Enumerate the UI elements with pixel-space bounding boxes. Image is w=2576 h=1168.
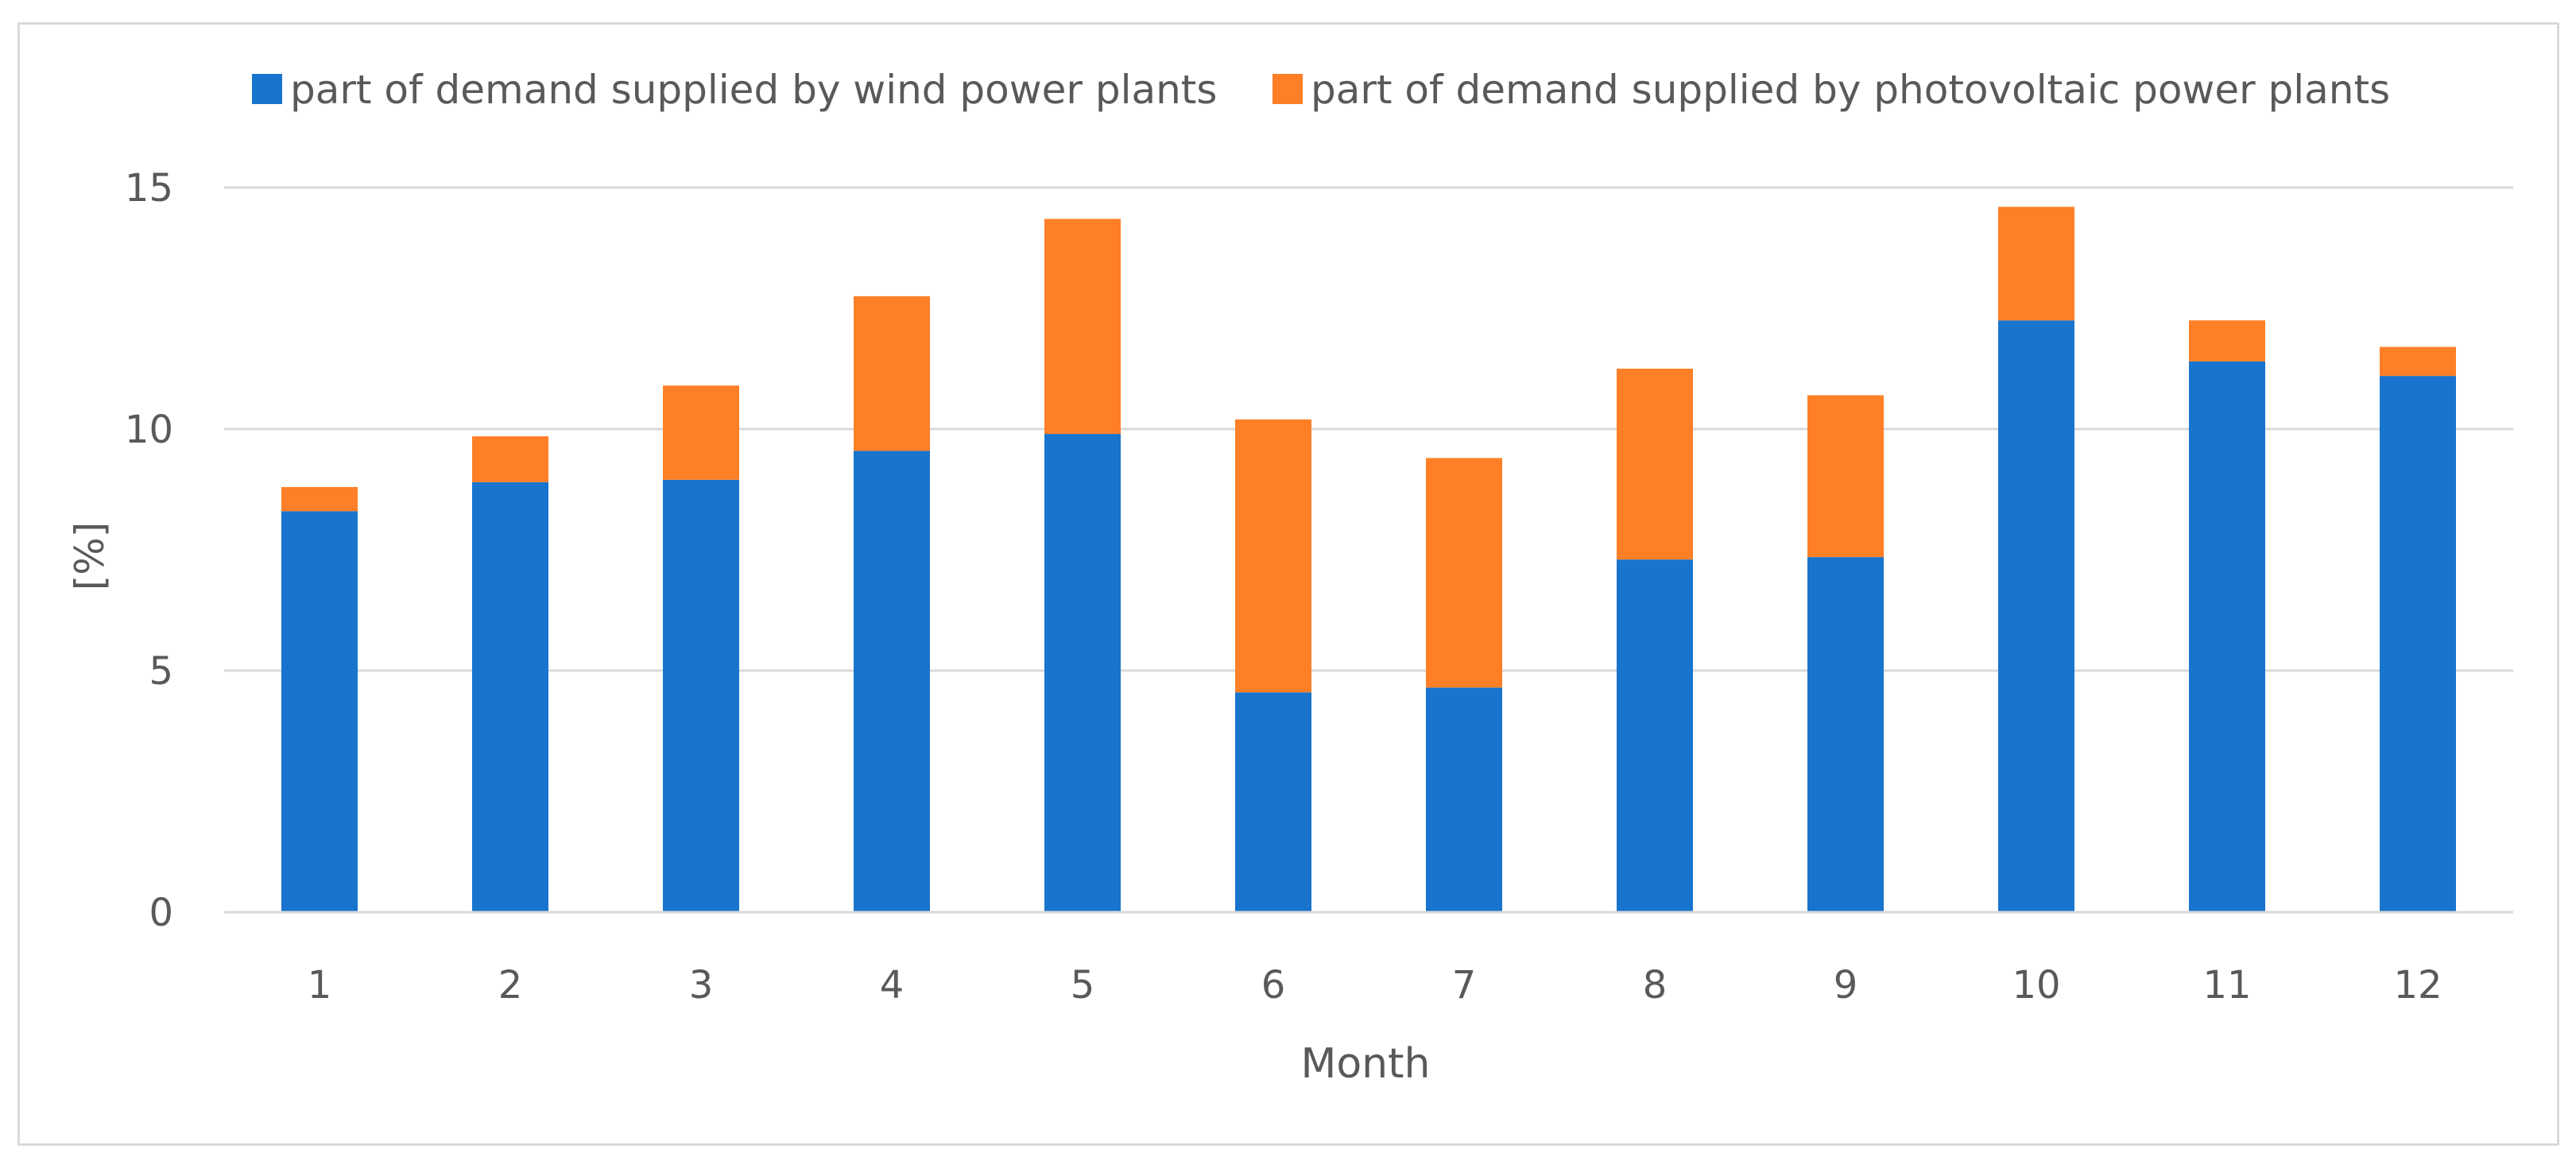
bar-wind-month-4 — [854, 451, 930, 912]
bar-photovoltaic-month-5 — [1044, 219, 1121, 435]
bar-photovoltaic-month-2 — [472, 436, 548, 482]
y-tick-label: 5 — [149, 649, 173, 694]
bar-photovoltaic-month-11 — [2189, 320, 2265, 362]
x-tick-label: 12 — [2393, 963, 2442, 1007]
x-tick-label: 1 — [308, 963, 332, 1007]
bar-photovoltaic-month-7 — [1426, 458, 1502, 688]
bar-wind-month-11 — [2189, 361, 2265, 912]
x-tick-label: 6 — [1261, 963, 1286, 1007]
bar-photovoltaic-month-10 — [1998, 207, 2074, 321]
bar-wind-month-12 — [2380, 376, 2456, 912]
y-axis-title: [%] — [67, 522, 113, 591]
x-tick-label: 2 — [498, 963, 523, 1007]
y-tick-label: 15 — [125, 166, 173, 211]
legend-label-wind: part of demand supplied by wind power pl… — [290, 67, 1217, 113]
bar-photovoltaic-month-9 — [1807, 395, 1884, 558]
x-tick-label: 8 — [1643, 963, 1668, 1007]
legend-swatch-wind — [252, 74, 282, 104]
bar-wind-month-9 — [1807, 557, 1884, 912]
x-tick-label: 9 — [1834, 963, 1858, 1007]
bar-wind-month-10 — [1998, 320, 2074, 912]
bar-wind-month-5 — [1044, 434, 1121, 912]
x-axis-title: Month — [1301, 1040, 1431, 1088]
x-tick-label: 4 — [880, 963, 905, 1007]
bar-wind-month-3 — [663, 479, 739, 912]
bar-wind-month-7 — [1426, 687, 1502, 912]
x-tick-label: 7 — [1452, 963, 1477, 1007]
x-tick-label: 10 — [2012, 963, 2060, 1007]
bar-photovoltaic-month-6 — [1235, 419, 1311, 693]
y-tick-label: 0 — [149, 891, 173, 935]
legend-label-photovoltaic: part of demand supplied by photovoltaic … — [1311, 67, 2390, 113]
bars — [281, 207, 2456, 912]
bar-photovoltaic-month-8 — [1617, 369, 1693, 560]
y-tick-labels: 0 5 10 15 — [125, 166, 173, 935]
y-tick-label: 10 — [125, 408, 173, 452]
legend: part of demand supplied by wind power pl… — [252, 67, 2390, 113]
x-tick-label: 11 — [2202, 963, 2251, 1007]
bar-wind-month-8 — [1617, 559, 1693, 912]
x-tick-labels: 1 2 3 4 5 6 7 8 9 10 11 12 — [308, 963, 2442, 1007]
legend-swatch-photovoltaic — [1273, 74, 1303, 104]
bar-wind-month-6 — [1235, 692, 1311, 912]
bar-wind-month-1 — [281, 511, 358, 912]
bar-photovoltaic-month-12 — [2380, 346, 2456, 377]
gridlines — [224, 186, 2513, 672]
x-tick-label: 3 — [689, 963, 714, 1007]
bar-wind-month-2 — [472, 482, 548, 912]
x-tick-label: 5 — [1071, 963, 1095, 1007]
bar-photovoltaic-month-3 — [663, 385, 739, 480]
bar-photovoltaic-month-1 — [281, 486, 358, 512]
bar-photovoltaic-month-4 — [854, 296, 930, 451]
